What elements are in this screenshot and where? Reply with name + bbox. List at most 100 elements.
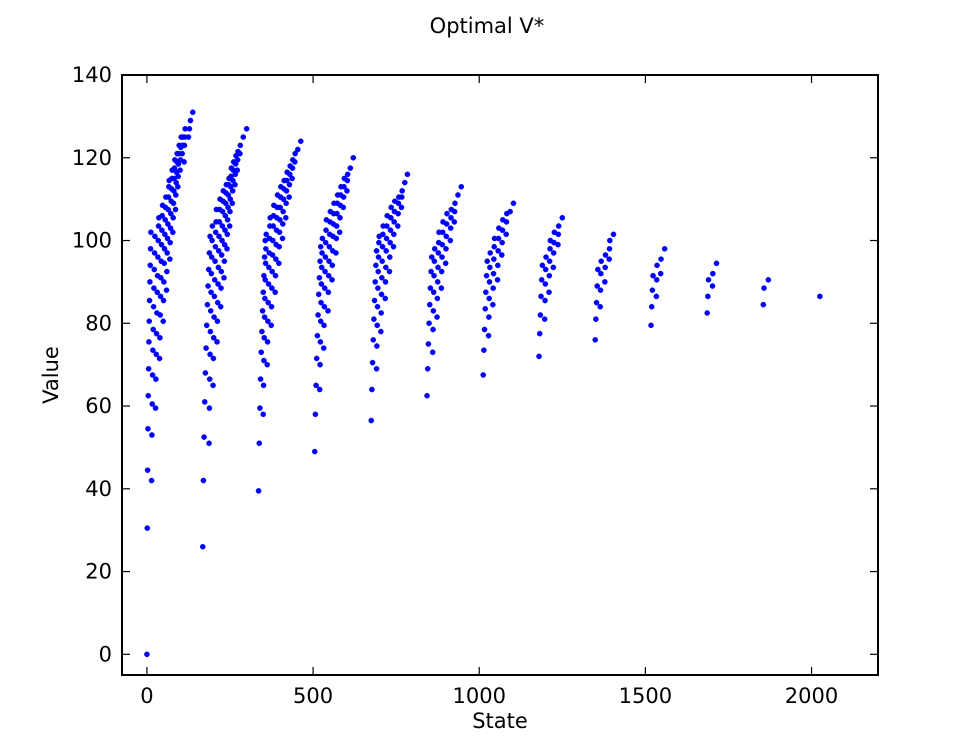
data-point xyxy=(315,312,321,318)
data-point xyxy=(272,272,279,279)
x-axis-label: State xyxy=(472,709,528,733)
data-point xyxy=(212,243,219,250)
data-point xyxy=(210,382,216,389)
data-point xyxy=(262,295,268,302)
data-point xyxy=(322,239,329,246)
data-point xyxy=(486,279,493,285)
data-point xyxy=(546,272,553,279)
data-point xyxy=(206,376,213,382)
data-point xyxy=(387,227,394,233)
data-point xyxy=(592,337,599,343)
data-point xyxy=(261,254,268,260)
data-point xyxy=(499,252,505,258)
data-point xyxy=(593,316,599,322)
data-point xyxy=(373,262,379,269)
data-point xyxy=(234,157,241,163)
data-point xyxy=(443,221,450,227)
data-point xyxy=(256,440,263,447)
data-point xyxy=(495,235,502,242)
data-point xyxy=(318,264,325,271)
data-point xyxy=(379,258,386,265)
data-point xyxy=(648,303,655,310)
data-point xyxy=(258,349,265,356)
data-point xyxy=(765,277,772,283)
data-point xyxy=(483,289,489,296)
data-point xyxy=(434,295,441,302)
data-point xyxy=(317,361,323,368)
data-point xyxy=(430,326,436,333)
data-point xyxy=(314,332,321,339)
data-point xyxy=(398,204,405,211)
data-point xyxy=(384,223,390,229)
data-point xyxy=(237,142,244,149)
data-point xyxy=(658,256,664,262)
data-point xyxy=(709,283,716,289)
data-point xyxy=(333,235,340,242)
data-point xyxy=(284,177,290,184)
data-point xyxy=(344,171,351,178)
data-point xyxy=(255,488,262,494)
data-point xyxy=(185,134,192,140)
data-point xyxy=(291,159,298,165)
data-point xyxy=(379,243,386,250)
data-point xyxy=(373,365,380,372)
data-point xyxy=(221,274,227,281)
data-point xyxy=(280,221,286,227)
data-point xyxy=(149,372,156,378)
data-point xyxy=(378,328,384,335)
data-point xyxy=(276,243,282,250)
data-point xyxy=(316,386,323,393)
data-point xyxy=(321,322,327,329)
data-point xyxy=(333,250,339,256)
data-point xyxy=(430,308,437,314)
data-point xyxy=(262,260,269,267)
data-point xyxy=(145,365,152,372)
data-point xyxy=(148,229,154,236)
data-point xyxy=(260,289,267,296)
data-point xyxy=(224,217,231,223)
data-point xyxy=(383,235,390,242)
data-point xyxy=(294,146,301,153)
data-point xyxy=(318,281,325,287)
data-point xyxy=(442,260,449,267)
data-point xyxy=(272,289,278,296)
data-point xyxy=(155,254,161,260)
x-axis-ticks: 0 500 1000 1500 2000 xyxy=(140,75,838,708)
data-point xyxy=(206,405,213,411)
data-point xyxy=(485,332,492,339)
data-point xyxy=(371,316,377,322)
data-point xyxy=(429,349,436,356)
data-point xyxy=(322,268,328,275)
data-point xyxy=(378,291,385,298)
data-point xyxy=(323,227,329,233)
data-point xyxy=(817,293,823,300)
data-point xyxy=(200,477,207,484)
data-point xyxy=(164,268,170,275)
data-point xyxy=(550,264,557,271)
data-point xyxy=(483,272,490,279)
data-point xyxy=(495,262,501,269)
data-point xyxy=(487,250,494,256)
data-point xyxy=(149,401,156,407)
data-point xyxy=(159,212,166,219)
data-point xyxy=(269,252,276,258)
data-point xyxy=(157,312,164,318)
data-point xyxy=(208,254,215,260)
data-point xyxy=(448,214,454,221)
data-point xyxy=(398,194,405,200)
data-point xyxy=(283,200,289,207)
data-point xyxy=(259,328,265,335)
data-point xyxy=(260,411,267,418)
data-point xyxy=(167,256,173,262)
data-point xyxy=(510,200,517,207)
data-point xyxy=(311,448,318,455)
data-point xyxy=(481,347,487,353)
data-point xyxy=(189,109,196,116)
data-point xyxy=(237,150,243,157)
data-point xyxy=(203,322,210,329)
x-tick-label: 1000 xyxy=(453,684,506,708)
data-point xyxy=(657,270,664,277)
data-point xyxy=(602,252,609,258)
data-point xyxy=(597,303,603,310)
